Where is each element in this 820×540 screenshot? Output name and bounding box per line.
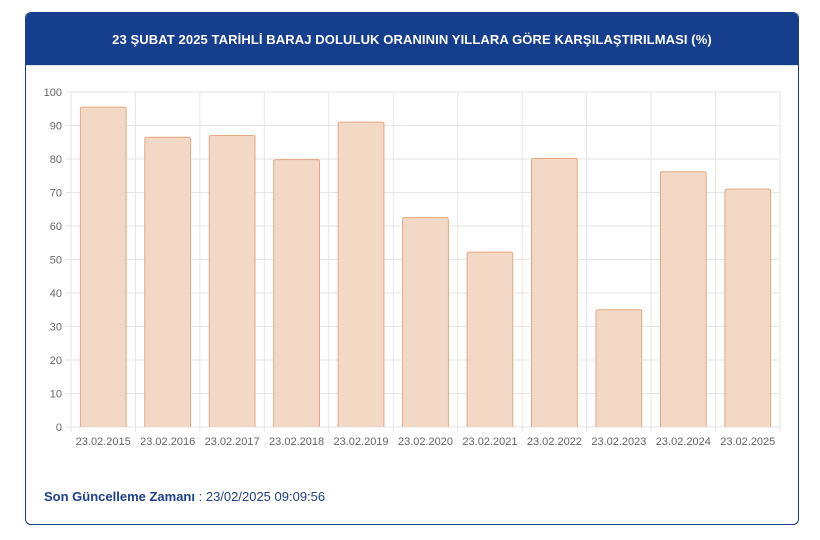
bar-chart: 0 10 20 30 40 50 60 70 80 90 100 23.02.2015 23.02.20…: [44, 87, 781, 448]
bar: [531, 157, 578, 427]
chart-card: 23 ŞUBAT 2025 TARİHLİ BARAJ DOLULUK ORAN…: [25, 12, 799, 525]
y-tick-label: 0: [56, 422, 62, 434]
x-tick-label: 23.02.2018: [269, 436, 324, 448]
last-update: Son Güncelleme Zamanı : 23/02/2025 09:09…: [44, 489, 325, 504]
x-tick-label: 23.02.2020: [398, 436, 453, 448]
x-tick-label: 23.02.2015: [76, 436, 131, 448]
x-tick-label: 23.02.2021: [462, 436, 517, 448]
bar: [337, 121, 385, 427]
x-tick-label: 23.02.2017: [205, 436, 260, 448]
bar: [79, 106, 127, 427]
bar: [273, 159, 320, 427]
x-tick-label: 23.02.2022: [527, 436, 582, 448]
last-update-label: Son Güncelleme Zamanı: [44, 489, 195, 504]
x-tick-label: 23.02.2024: [656, 436, 711, 448]
x-tick-label: 23.02.2025: [720, 436, 775, 448]
bar: [724, 188, 772, 427]
y-tick-label: 20: [50, 355, 62, 367]
bar: [466, 251, 514, 427]
last-update-value: 23/02/2025 09:09:56: [205, 489, 326, 504]
x-tick-label: 23.02.2016: [140, 436, 195, 448]
y-tick-label: 100: [44, 87, 62, 99]
chart-area: 0 10 20 30 40 50 60 70 80 90 100 23.02.2015 23.02.20…: [26, 66, 798, 456]
y-tick-label: 80: [50, 154, 62, 166]
x-tick-label: 23.02.2023: [591, 436, 646, 448]
bar: [208, 135, 256, 427]
y-tick-label: 70: [50, 188, 62, 200]
bar: [659, 171, 707, 427]
chart-title: 23 ŞUBAT 2025 TARİHLİ BARAJ DOLULUK ORAN…: [26, 13, 798, 66]
y-tick-label: 30: [50, 322, 62, 334]
y-tick-label: 40: [50, 288, 62, 300]
bar: [402, 217, 449, 427]
y-tick-label: 10: [50, 389, 62, 401]
x-tick-label: 23.02.2019: [334, 436, 389, 448]
y-tick-label: 50: [50, 255, 62, 267]
bar: [595, 309, 643, 427]
bar: [144, 136, 192, 427]
last-update-separator: :: [195, 489, 206, 504]
y-tick-label: 60: [50, 221, 62, 233]
y-tick-label: 90: [50, 121, 62, 133]
